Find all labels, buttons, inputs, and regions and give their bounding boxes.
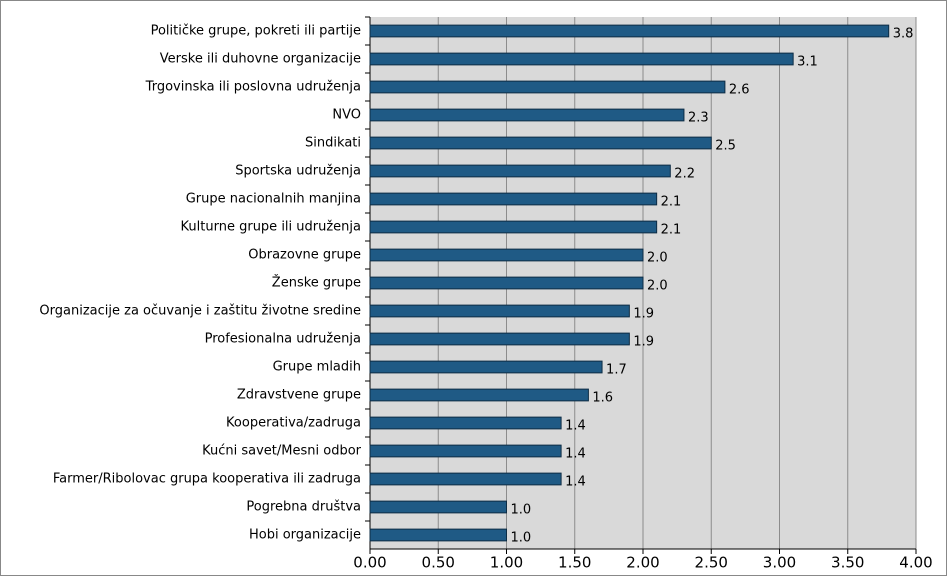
bar bbox=[369, 444, 562, 458]
y-tick-label: NVO bbox=[332, 108, 361, 123]
bar bbox=[369, 332, 630, 346]
x-tick-label: 3.00 bbox=[763, 554, 796, 572]
y-tick-label: Verske ili duhovne organizacije bbox=[160, 52, 361, 67]
bar bbox=[369, 388, 589, 402]
bar bbox=[369, 304, 630, 318]
bar bbox=[369, 416, 562, 430]
bar bbox=[369, 220, 658, 234]
y-tick-label: Pogrebna društva bbox=[246, 500, 361, 515]
x-tick-label: 3.50 bbox=[831, 554, 864, 572]
x-tick-label: 1.50 bbox=[558, 554, 591, 572]
x-tick-label: 2.50 bbox=[695, 554, 728, 572]
y-tick-label: Organizacije za očuvanje i zaštitu život… bbox=[39, 304, 361, 319]
data-label: 1.9 bbox=[633, 335, 654, 350]
x-tick-label: 2.00 bbox=[626, 554, 659, 572]
data-label: 1.0 bbox=[511, 531, 532, 546]
data-label: 2.5 bbox=[715, 139, 736, 154]
data-label: 2.2 bbox=[674, 167, 695, 182]
bar bbox=[369, 472, 562, 486]
bar bbox=[369, 276, 644, 290]
data-label: 3.8 bbox=[893, 27, 914, 42]
y-tick-label: Kulturne grupe ili udruženja bbox=[181, 220, 361, 235]
y-tick-label: Sportska udruženja bbox=[235, 164, 361, 179]
y-tick-label: Sindikati bbox=[305, 136, 361, 151]
y-tick-label: Kućni savet/Mesni odbor bbox=[202, 444, 362, 459]
y-tick-label: Zdravstvene grupe bbox=[237, 388, 361, 403]
y-tick-label: Kooperativa/zadruga bbox=[226, 416, 361, 431]
data-label: 1.0 bbox=[511, 503, 532, 518]
bar bbox=[369, 108, 685, 122]
y-tick-label: Ženske grupe bbox=[272, 275, 361, 291]
data-label: 2.1 bbox=[661, 195, 682, 210]
x-tick-label: 0.00 bbox=[353, 554, 386, 572]
x-tick-label: 1.00 bbox=[490, 554, 523, 572]
bar bbox=[369, 52, 794, 66]
y-tick-label: Obrazovne grupe bbox=[248, 248, 361, 263]
data-label: 1.6 bbox=[592, 391, 613, 406]
data-label: 1.4 bbox=[565, 447, 586, 462]
bar bbox=[369, 248, 644, 262]
data-label: 1.4 bbox=[565, 475, 586, 490]
data-label: 1.9 bbox=[633, 307, 654, 322]
y-tick-label: Profesionalna udruženja bbox=[205, 332, 361, 347]
bar bbox=[369, 136, 712, 150]
data-label: 2.0 bbox=[647, 251, 668, 266]
data-label: 1.7 bbox=[606, 363, 627, 378]
y-tick-label: Farmer/Ribolovac grupa kooperativa ili z… bbox=[53, 472, 361, 487]
data-label: 2.0 bbox=[647, 279, 668, 294]
y-tick-label: Grupe nacionalnih manjina bbox=[186, 192, 361, 207]
y-tick-label: Trgovinska ili poslovna udruženja bbox=[145, 80, 361, 95]
bar bbox=[369, 528, 507, 542]
data-label: 2.3 bbox=[688, 111, 709, 126]
x-tick-label: 4.00 bbox=[899, 554, 932, 572]
data-label: 2.1 bbox=[661, 223, 682, 238]
y-tick-label: Političke grupe, pokreti ili partije bbox=[151, 24, 361, 39]
bar bbox=[369, 500, 507, 514]
bar bbox=[369, 192, 658, 206]
data-label: 2.6 bbox=[729, 83, 750, 98]
x-tick-label: 0.50 bbox=[422, 554, 455, 572]
bar bbox=[369, 24, 890, 38]
bar bbox=[369, 164, 671, 178]
y-tick-label: Grupe mladih bbox=[273, 360, 361, 375]
bar bbox=[369, 360, 603, 374]
bar bbox=[369, 80, 726, 94]
y-tick-label: Hobi organizacije bbox=[249, 528, 361, 543]
data-label: 3.1 bbox=[797, 55, 818, 70]
data-label: 1.4 bbox=[565, 419, 586, 434]
